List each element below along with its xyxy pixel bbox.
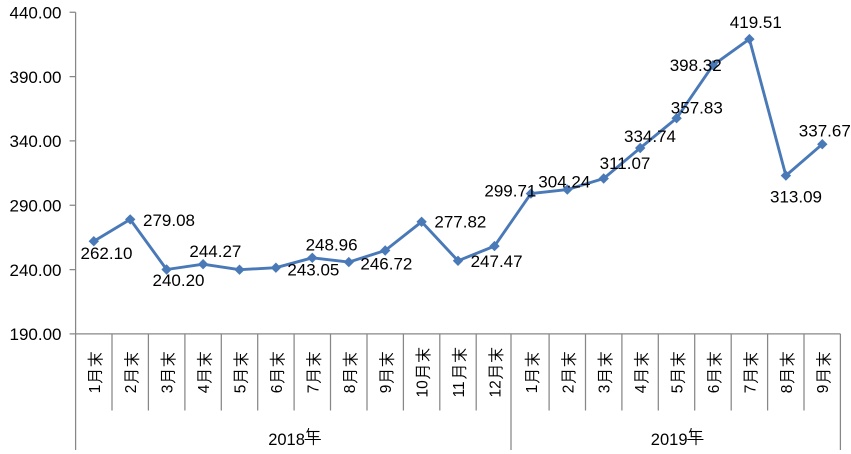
svg-text:357.83: 357.83 <box>671 99 723 118</box>
svg-text:440.00: 440.00 <box>10 4 62 23</box>
svg-text:279.08: 279.08 <box>143 211 195 230</box>
svg-text:313.09: 313.09 <box>770 188 822 207</box>
svg-text:7: 7 <box>305 385 322 394</box>
svg-text:337.67: 337.67 <box>799 122 851 141</box>
svg-text:277.82: 277.82 <box>434 212 486 231</box>
svg-text:4: 4 <box>633 384 650 393</box>
svg-text:246.72: 246.72 <box>360 255 412 274</box>
svg-text:419.51: 419.51 <box>730 13 782 32</box>
svg-text:1: 1 <box>524 385 541 394</box>
svg-text:2018: 2018 <box>268 431 305 449</box>
svg-text:190.00: 190.00 <box>10 325 62 344</box>
svg-text:340.00: 340.00 <box>10 132 62 151</box>
svg-text:3: 3 <box>597 385 614 394</box>
svg-text:12: 12 <box>487 380 504 397</box>
svg-text:5: 5 <box>670 385 687 394</box>
svg-text:5: 5 <box>233 385 250 394</box>
svg-text:304.24: 304.24 <box>538 173 590 192</box>
svg-text:244.27: 244.27 <box>189 242 241 261</box>
svg-text:8: 8 <box>779 385 796 394</box>
svg-text:247.47: 247.47 <box>471 252 523 271</box>
svg-text:9: 9 <box>378 385 395 394</box>
svg-text:11: 11 <box>451 381 468 397</box>
svg-text:2: 2 <box>123 385 140 394</box>
svg-text:10: 10 <box>415 380 432 398</box>
svg-text:262.10: 262.10 <box>81 244 133 263</box>
svg-text:243.05: 243.05 <box>287 261 339 280</box>
svg-text:311.07: 311.07 <box>600 154 651 173</box>
svg-text:1: 1 <box>87 385 104 394</box>
svg-text:334.74: 334.74 <box>624 127 676 146</box>
svg-text:398.32: 398.32 <box>670 56 722 75</box>
svg-text:7: 7 <box>742 385 759 394</box>
svg-text:9: 9 <box>815 385 832 394</box>
svg-text:2: 2 <box>560 385 577 394</box>
svg-text:240.20: 240.20 <box>153 271 205 290</box>
svg-text:6: 6 <box>269 385 286 394</box>
svg-text:4: 4 <box>196 384 213 393</box>
svg-text:6: 6 <box>706 385 723 394</box>
svg-text:2019: 2019 <box>651 431 688 449</box>
svg-text:8: 8 <box>342 385 359 394</box>
svg-text:240.00: 240.00 <box>10 261 62 280</box>
svg-text:290.00: 290.00 <box>10 196 62 215</box>
svg-text:390.00: 390.00 <box>10 68 62 87</box>
svg-text:248.96: 248.96 <box>306 236 358 255</box>
svg-text:299.71: 299.71 <box>484 182 536 201</box>
svg-text:3: 3 <box>160 385 177 394</box>
